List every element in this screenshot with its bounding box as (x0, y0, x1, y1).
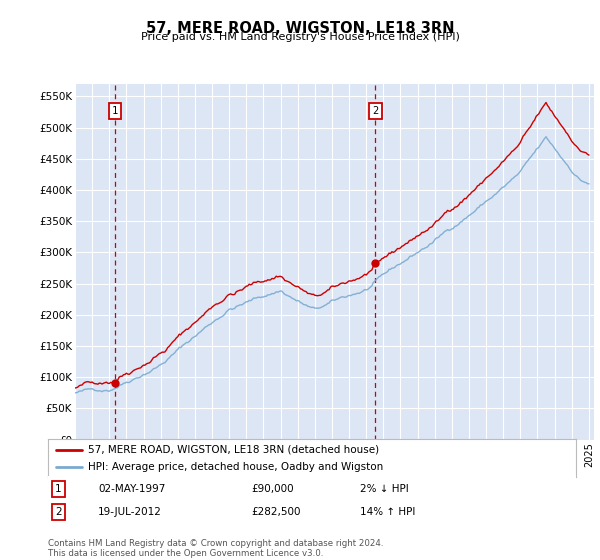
Text: 1: 1 (112, 106, 118, 116)
Text: £282,500: £282,500 (251, 507, 301, 517)
Text: 57, MERE ROAD, WIGSTON, LE18 3RN: 57, MERE ROAD, WIGSTON, LE18 3RN (146, 21, 454, 36)
Text: 14% ↑ HPI: 14% ↑ HPI (359, 507, 415, 517)
Text: Price paid vs. HM Land Registry's House Price Index (HPI): Price paid vs. HM Land Registry's House … (140, 32, 460, 42)
Text: £90,000: £90,000 (251, 484, 294, 494)
Text: 2% ↓ HPI: 2% ↓ HPI (359, 484, 408, 494)
Text: Contains HM Land Registry data © Crown copyright and database right 2024.
This d: Contains HM Land Registry data © Crown c… (48, 539, 383, 558)
Text: 2: 2 (55, 507, 62, 517)
Text: 2: 2 (373, 106, 379, 116)
Text: 19-JUL-2012: 19-JUL-2012 (98, 507, 162, 517)
Text: 02-MAY-1997: 02-MAY-1997 (98, 484, 166, 494)
Text: 1: 1 (55, 484, 62, 494)
Text: 57, MERE ROAD, WIGSTON, LE18 3RN (detached house): 57, MERE ROAD, WIGSTON, LE18 3RN (detach… (88, 445, 379, 455)
Text: HPI: Average price, detached house, Oadby and Wigston: HPI: Average price, detached house, Oadb… (88, 462, 383, 472)
